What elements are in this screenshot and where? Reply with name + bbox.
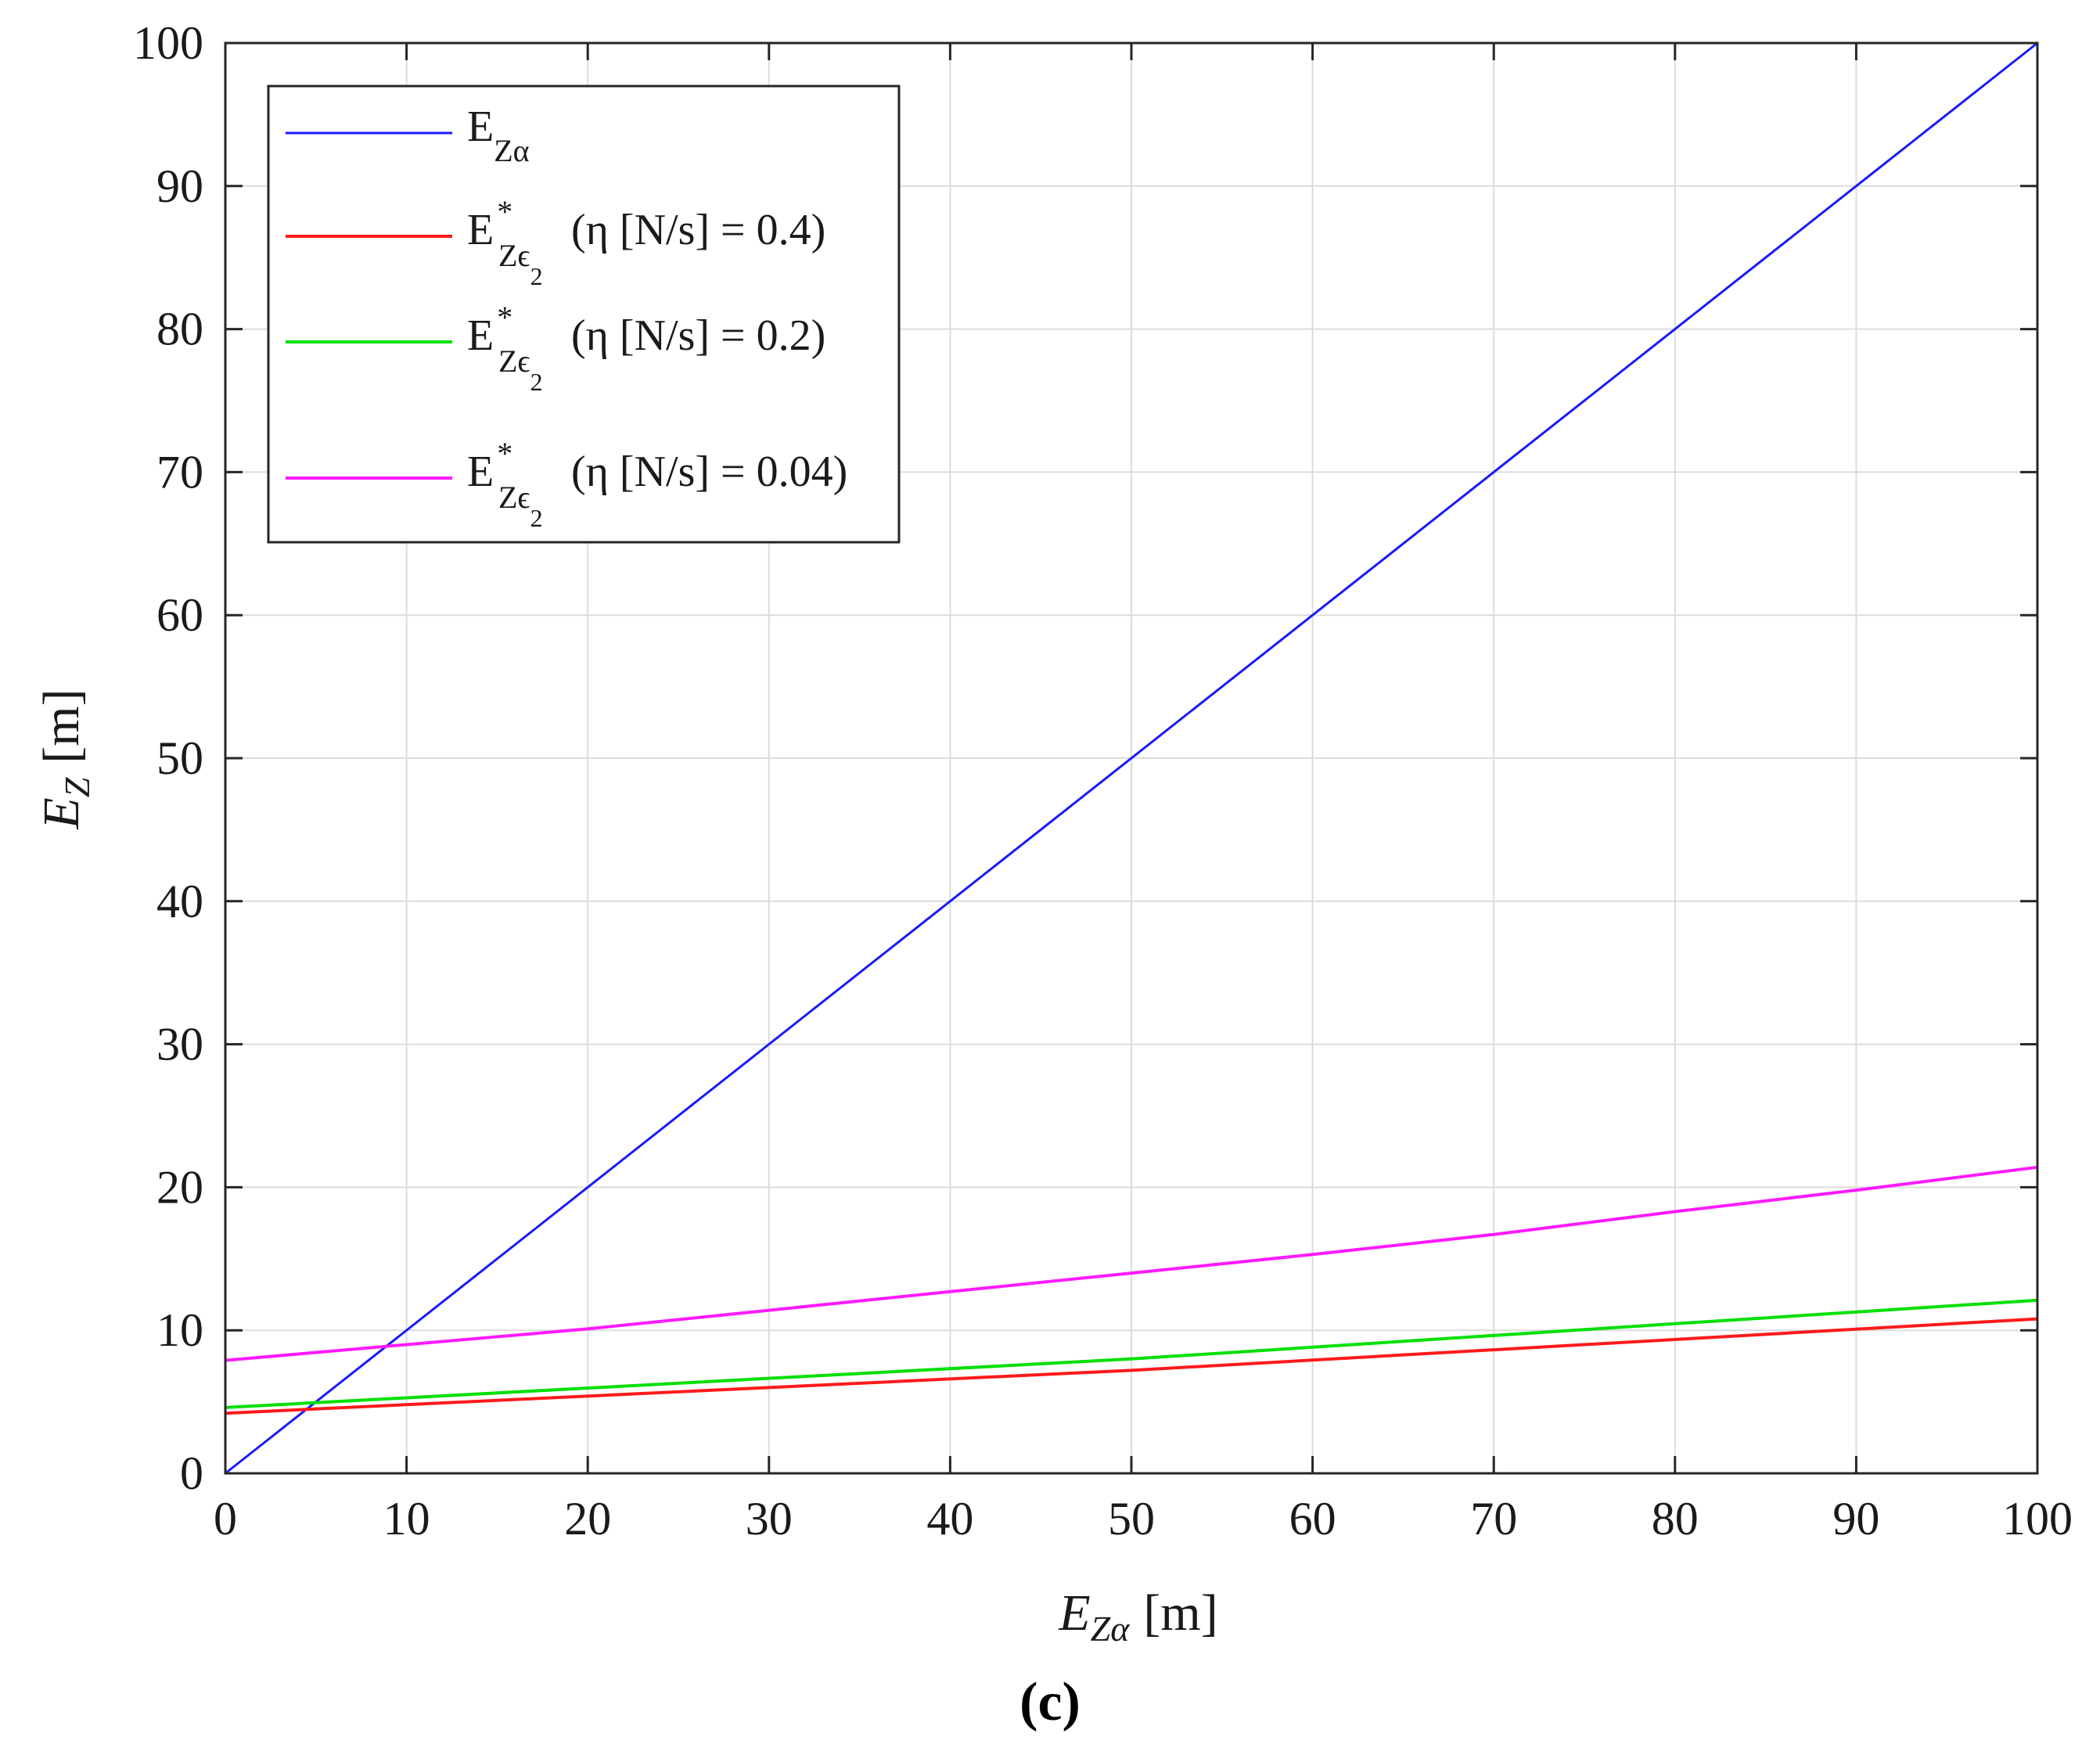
y-tick-label: 40 (156, 876, 203, 927)
y-tick-label: 0 (180, 1448, 203, 1499)
y-axis-title: EZ[m] (33, 689, 97, 829)
series-line-4 (225, 1165, 2038, 1362)
figure-caption: (c) (1019, 1672, 1081, 1732)
y-tick-label: 90 (156, 160, 203, 212)
x-tick-label: 70 (1470, 1493, 1517, 1545)
y-tick-label: 80 (156, 304, 203, 355)
series-layer (225, 41, 2038, 1475)
x-tick-label: 20 (564, 1493, 611, 1545)
x-tick-label: 40 (926, 1493, 973, 1545)
y-tick-label: 20 (156, 1161, 203, 1213)
x-tick-label: 30 (746, 1493, 793, 1545)
x-tick-label: 0 (214, 1493, 237, 1545)
series-line-2 (225, 1317, 2038, 1415)
legend-label-3: E * Zϵ2 (467, 300, 543, 396)
x-tick-label: 10 (383, 1493, 430, 1545)
x-tick-label: 90 (1832, 1493, 1879, 1545)
y-tick-label: 30 (156, 1019, 203, 1070)
y-tick-label: 10 (156, 1304, 203, 1356)
x-tick-label: 80 (1652, 1493, 1699, 1545)
legend-label-1: EZα (467, 102, 530, 168)
x-tick-labels: 0 10 20 30 40 50 60 70 80 90 100 (214, 1493, 2073, 1545)
y-tick-labels: 0 10 20 30 40 50 60 70 80 90 100 (133, 17, 203, 1499)
legend-label-2: E * Zϵ2 (467, 194, 543, 290)
y-tick-label: 60 (156, 589, 203, 641)
legend-condition-3: (η [N/s] = 0.2) (571, 311, 825, 360)
y-tick-label: 100 (133, 17, 203, 69)
legend-condition-2: (η [N/s] = 0.4) (571, 206, 825, 254)
legend: EZα E * Zϵ2 (η [N/s] = 0.4) E * Zϵ2 (η [N/s] = 0… (267, 85, 901, 544)
y-tick-label: 70 (156, 446, 203, 498)
tick-marks (224, 41, 2039, 1475)
legend-label-4: E * Zϵ2 (467, 436, 543, 532)
x-axis-title: EZα [m] (1058, 1584, 1217, 1649)
x-tick-label: 100 (2002, 1493, 2073, 1545)
series-line-1 (225, 41, 2038, 1475)
legend-condition-4: (η [N/s] = 0.04) (571, 448, 847, 496)
series-line-3 (225, 1298, 2038, 1409)
x-tick-label: 60 (1289, 1493, 1336, 1545)
legend-box (267, 85, 901, 544)
x-tick-label: 50 (1108, 1493, 1155, 1545)
y-tick-label: 50 (156, 732, 203, 784)
